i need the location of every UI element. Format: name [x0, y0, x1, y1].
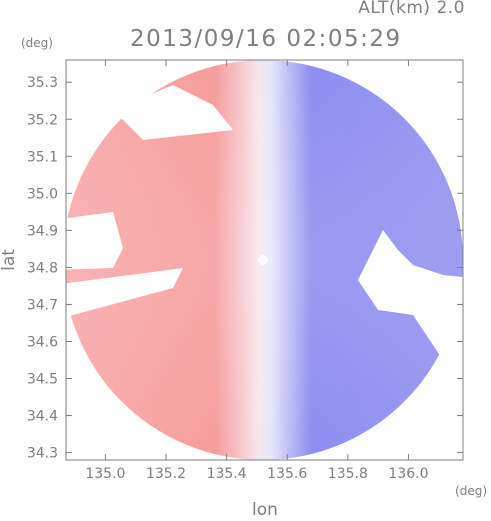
y-tick-label: 34.9	[27, 223, 58, 239]
x-tick-label: 135.6	[267, 466, 307, 482]
no-echo-region	[357, 230, 463, 369]
plot-frame	[65, 59, 464, 461]
x-tick-label: 135.8	[328, 466, 368, 482]
altitude-label: ALT(km) 2.0	[358, 0, 465, 18]
x-axis-title: lon	[252, 500, 278, 520]
echo-field	[66, 60, 463, 460]
y-tick-label: 35.2	[27, 112, 58, 128]
axis-ticks: 135.0 135.2 135.4 135.6 135.8 136.0 34.3 34.4 34…	[27, 60, 463, 482]
radar-site	[257, 255, 268, 265]
y-tick-label: 34.4	[27, 409, 58, 425]
y-tick-label: 35.0	[27, 186, 58, 202]
no-echo-region	[66, 212, 123, 270]
no-echo-region	[112, 85, 233, 140]
y-tick-label: 35.3	[27, 75, 58, 91]
y-axis-unit: (deg)	[21, 36, 53, 50]
no-echo-region	[66, 268, 183, 317]
y-tick-label: 35.1	[27, 149, 58, 165]
y-tick-label: 34.5	[27, 372, 58, 388]
datetime-title: 2013/09/16 02:05:29	[130, 26, 402, 52]
y-tick-label: 34.6	[27, 334, 58, 350]
x-tick-label: 135.0	[85, 466, 125, 482]
y-tick-label: 34.3	[27, 446, 58, 462]
y-tick-label: 34.7	[27, 297, 58, 313]
x-tick-label: 135.4	[207, 466, 247, 482]
y-tick-label: 34.8	[27, 260, 58, 276]
x-axis-unit: (deg)	[455, 484, 487, 498]
x-tick-label: 135.2	[146, 466, 186, 482]
x-tick-label: 136.0	[388, 466, 428, 482]
